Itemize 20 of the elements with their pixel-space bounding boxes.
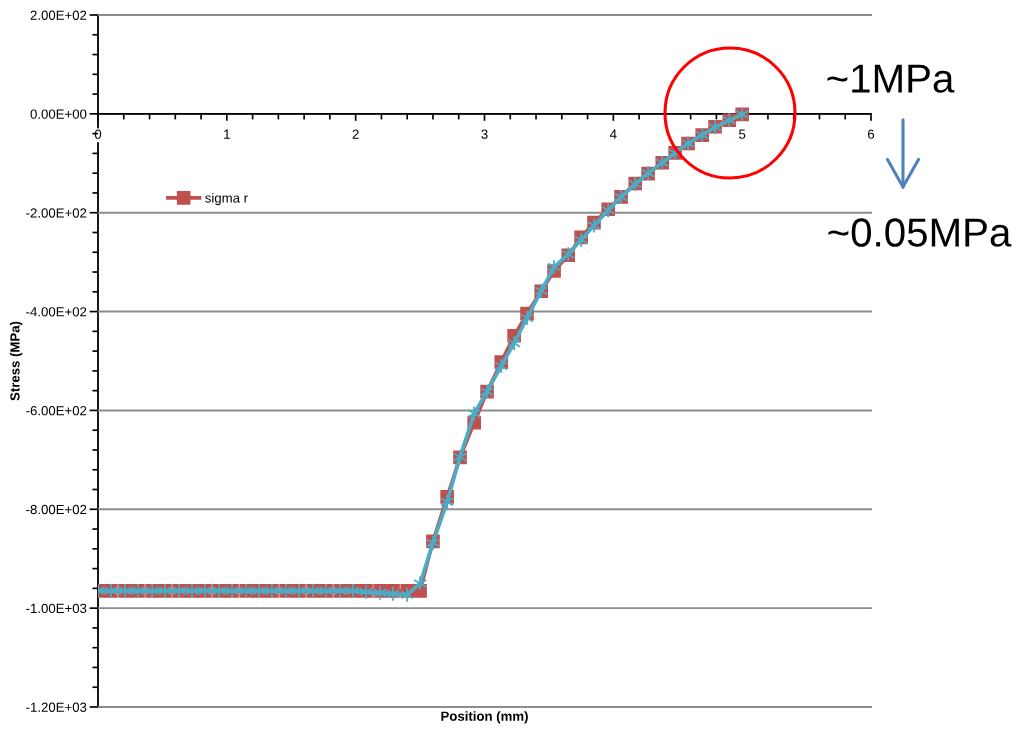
y-axis-title: Stress (MPa) — [9, 321, 23, 401]
annotation: ~1MPa — [827, 64, 955, 93]
x-tick-label: 2 — [352, 129, 359, 139]
x-tick-label: 6 — [868, 129, 875, 139]
y-tick-label: -1.20E+03 — [26, 702, 87, 712]
x-axis-title: Position (mm) — [441, 711, 528, 724]
y-tick-label: -2.00E+02 — [26, 208, 87, 218]
x-tick-label: 0 — [94, 129, 102, 139]
x-tick-label: 5 — [739, 129, 746, 139]
legend-label: sigma r — [205, 192, 248, 206]
y-tick-label: 2.00E+02 — [30, 10, 87, 20]
y-tick-label: -6.00E+02 — [26, 406, 87, 416]
x-tick-label: 3 — [481, 129, 488, 139]
y-tick-label: -8.00E+02 — [26, 504, 87, 515]
annotation: ~0.05MPa — [828, 218, 1012, 247]
y-tick-label: 0.00E+00 — [30, 109, 87, 119]
y-tick-label: -1.00E+03 — [26, 603, 87, 614]
x-tick-label: 4 — [609, 129, 617, 139]
x-tick-label: 1 — [224, 129, 230, 139]
y-tick-label: -4.00E+02 — [26, 307, 87, 317]
